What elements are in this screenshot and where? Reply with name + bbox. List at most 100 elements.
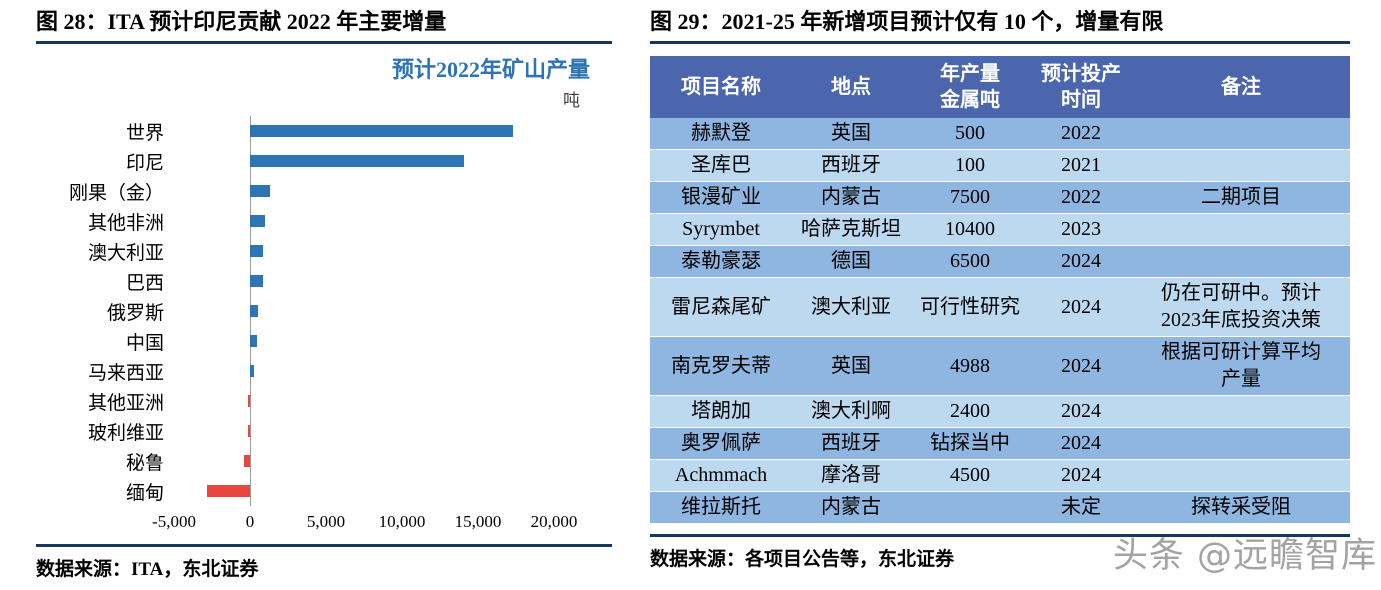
table-cell: 根据可研计算平均 产量 bbox=[1132, 336, 1350, 396]
plot-area bbox=[174, 326, 554, 356]
table-cell bbox=[1132, 118, 1350, 150]
category-label: 秘鲁 bbox=[125, 452, 164, 474]
table-row: 塔朗加 澳大利啊 2400 2024 bbox=[650, 395, 1350, 428]
category-label: 刚果（金） bbox=[68, 182, 164, 204]
plot-area bbox=[174, 176, 554, 206]
table-cell: 100 bbox=[910, 149, 1030, 182]
category-label: 其他亚洲 bbox=[87, 392, 164, 414]
table-cell: 西班牙 bbox=[792, 427, 910, 460]
category-label: 世界 bbox=[125, 122, 164, 144]
chart-row: 刚果（金） bbox=[36, 176, 612, 206]
positive-bar bbox=[250, 365, 254, 377]
table-cell: 银漫矿业 bbox=[650, 181, 792, 214]
plot-area bbox=[174, 116, 554, 146]
table-cell: 2024 bbox=[1030, 245, 1132, 278]
category-label: 其他非洲 bbox=[87, 212, 164, 234]
figure-29-title-rule bbox=[650, 41, 1350, 44]
positive-bar bbox=[250, 185, 270, 197]
table-cell bbox=[1132, 149, 1350, 182]
table-cell: 仍在可研中。预计 2023年底投资决策 bbox=[1132, 277, 1350, 337]
watermark-brand: 头条 bbox=[1112, 536, 1185, 576]
table-cell: Syrymbet bbox=[650, 213, 792, 246]
category-label: 印尼 bbox=[125, 152, 164, 174]
x-axis-tick: 10,000 bbox=[378, 512, 426, 531]
positive-bar bbox=[250, 335, 257, 347]
chart-row: 世界 bbox=[36, 116, 612, 146]
table-row: 南克罗夫蒂 英国 4988 2024 根据可研计算平均 产量 bbox=[650, 336, 1350, 396]
table-cell: 塔朗加 bbox=[650, 395, 792, 428]
category-label: 玻利维亚 bbox=[87, 422, 164, 444]
watermark: 头条 @远瞻智库 bbox=[1113, 527, 1377, 578]
table-cell: 可行性研究 bbox=[910, 277, 1030, 337]
chart-row: 其他亚洲 bbox=[36, 386, 612, 416]
chart-title: 预计2022年矿山产量 bbox=[391, 57, 590, 82]
x-axis-tick: -5,000 bbox=[152, 512, 196, 531]
x-axis-tick: 5,000 bbox=[306, 512, 346, 531]
positive-bar bbox=[250, 155, 465, 167]
figure-29-source: 数据来源：各项目公告等，东北证券 bbox=[650, 534, 1350, 571]
chart-row: 俄罗斯 bbox=[36, 296, 612, 326]
table-cell: 探转采受阻 bbox=[1132, 491, 1350, 524]
figure-28-title-rule bbox=[36, 41, 612, 44]
table-cell: 7500 bbox=[910, 181, 1030, 214]
x-axis-tick: 15,000 bbox=[454, 512, 502, 531]
table-cell: Achmmach bbox=[650, 459, 792, 492]
chart-plot: 世界 印尼 刚果（金） 其他非洲 澳大利亚 巴西 俄罗斯 中国 马来西亚 其他亚洲 玻利维亚 秘鲁 缅甸… bbox=[36, 116, 612, 536]
positive-bar bbox=[250, 305, 259, 317]
table-cell: 6500 bbox=[910, 245, 1030, 278]
table-row: 维拉斯托 内蒙古 未定 探转采受阻 bbox=[650, 491, 1350, 524]
chart-row: 中国 bbox=[36, 326, 612, 356]
table-cell: 2021 bbox=[1030, 149, 1132, 182]
figure-28-title: 图 28：ITA 预计印尼贡献 2022 年主要增量 bbox=[36, 9, 447, 34]
x-axis: -5,000 0 5,000 10,000 15,000 20,000 bbox=[152, 510, 612, 536]
table-cell: 2024 bbox=[1030, 395, 1132, 428]
chart-row: 缅甸 bbox=[36, 476, 612, 506]
column-header: 预计投产 时间 bbox=[1030, 56, 1132, 118]
table-row: 赫默登 英国 500 2022 bbox=[650, 118, 1350, 150]
column-header: 地点 bbox=[792, 56, 910, 118]
plot-area bbox=[174, 356, 554, 386]
plot-area bbox=[174, 446, 554, 476]
column-header: 年产量 金属吨 bbox=[910, 56, 1030, 118]
chart-rows: 世界 印尼 刚果（金） 其他非洲 澳大利亚 巴西 俄罗斯 中国 马来西亚 其他亚洲 玻利维亚 秘鲁 缅甸 bbox=[36, 116, 612, 506]
table-cell: 维拉斯托 bbox=[650, 491, 792, 524]
chart-row: 玻利维亚 bbox=[36, 416, 612, 446]
table-cell: 赫默登 bbox=[650, 118, 792, 150]
table-cell: 雷尼森尾矿 bbox=[650, 277, 792, 337]
plot-area bbox=[174, 476, 554, 506]
table-header-row: 项目名称 地点 年产量 金属吨 预计投产 时间 备注 bbox=[650, 56, 1350, 118]
category-label: 巴西 bbox=[125, 272, 164, 294]
projects-table: 项目名称 地点 年产量 金属吨 预计投产 时间 备注 赫默登 英国 500 2022 圣库巴 西班牙… bbox=[650, 56, 1350, 524]
table-cell: 德国 bbox=[792, 245, 910, 278]
table-cell: 英国 bbox=[792, 336, 910, 396]
table-cell bbox=[910, 491, 1030, 524]
table-cell: 澳大利亚 bbox=[792, 277, 910, 337]
chart-row: 马来西亚 bbox=[36, 356, 612, 386]
column-header: 项目名称 bbox=[650, 56, 792, 118]
table-cell: 2023 bbox=[1030, 213, 1132, 246]
table-cell: 奥罗佩萨 bbox=[650, 427, 792, 460]
table-cell: 2022 bbox=[1030, 118, 1132, 150]
table-row: Syrymbet 哈萨克斯坦 10400 2023 bbox=[650, 213, 1350, 246]
table-row: 奥罗佩萨 西班牙 钻探当中 2024 bbox=[650, 427, 1350, 460]
table-cell: 500 bbox=[910, 118, 1030, 150]
negative-bar bbox=[243, 455, 250, 467]
table-cell bbox=[1132, 245, 1350, 278]
table-row: 泰勒豪瑟 德国 6500 2024 bbox=[650, 245, 1350, 278]
table-cell: 10400 bbox=[910, 213, 1030, 246]
table-cell: 2400 bbox=[910, 395, 1030, 428]
table-cell: 哈萨克斯坦 bbox=[792, 213, 910, 246]
table-cell bbox=[1132, 459, 1350, 492]
table-cell: 2024 bbox=[1030, 459, 1132, 492]
plot-area bbox=[174, 236, 554, 266]
table-row: 圣库巴 西班牙 100 2021 bbox=[650, 149, 1350, 182]
table-cell: 英国 bbox=[792, 118, 910, 150]
plot-area bbox=[174, 386, 554, 416]
table-cell: 2024 bbox=[1030, 336, 1132, 396]
x-axis-tick: 20,000 bbox=[530, 512, 578, 531]
plot-area bbox=[174, 266, 554, 296]
chart-row: 印尼 bbox=[36, 146, 612, 176]
positive-bar bbox=[250, 275, 263, 287]
plot-area bbox=[174, 206, 554, 236]
category-label: 马来西亚 bbox=[87, 362, 164, 384]
